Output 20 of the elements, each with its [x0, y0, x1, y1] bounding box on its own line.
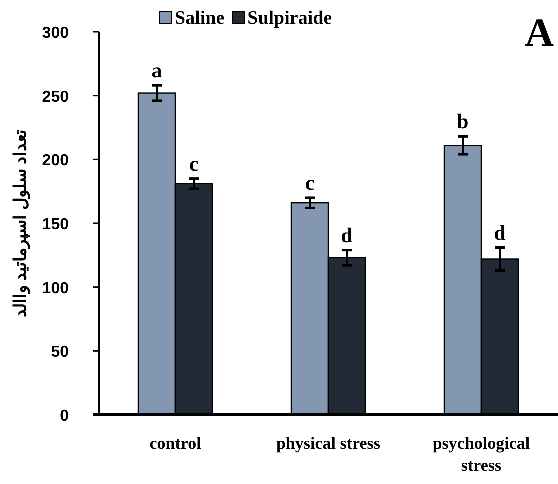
annotation: A [525, 10, 554, 55]
data-label: d [494, 220, 506, 245]
legend-label: Saline [175, 8, 225, 29]
x-tick-label: physical stress [276, 434, 381, 453]
data-label: c [305, 170, 315, 195]
y-axis-title: تعداد سلول اسپرماتید واالد [11, 129, 31, 318]
legend-label: Sulpiraide [248, 8, 332, 29]
data-label: a [152, 58, 163, 83]
y-tick-label: 0 [60, 408, 70, 425]
y-tick-label: 250 [42, 88, 70, 106]
y-tick-label: 150 [42, 216, 70, 234]
data-label: b [457, 110, 469, 134]
x-tick-label: psychological stress [432, 434, 530, 475]
y-tick-label: 50 [51, 344, 70, 362]
y-tick-label: 100 [42, 280, 70, 298]
x-tick-label: control [150, 434, 202, 453]
data-label: d [341, 223, 354, 248]
data-label: c [189, 152, 199, 176]
y-tick-label: 200 [42, 152, 70, 170]
y-tick-label: 300 [42, 25, 70, 42]
